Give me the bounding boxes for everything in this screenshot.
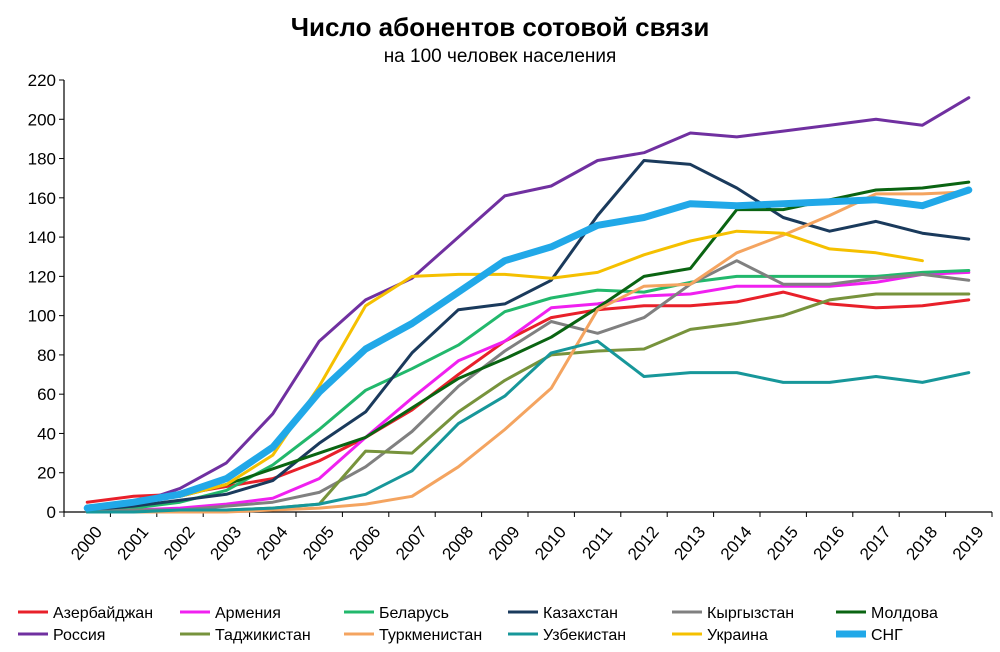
series-line bbox=[85, 96, 971, 510]
legend-label: Азербайджан bbox=[53, 605, 153, 622]
legend-item: СНГ bbox=[836, 627, 903, 644]
legend-item: Кыргызстан bbox=[672, 605, 794, 622]
x-tick-label: 2017 bbox=[856, 523, 895, 564]
x-tick-label: 2007 bbox=[392, 523, 431, 564]
x-tick-label: 2010 bbox=[531, 523, 570, 564]
x-tick-label: 2014 bbox=[717, 523, 756, 564]
legend-item: Казахстан bbox=[508, 605, 618, 622]
legend-item: Азербайджан bbox=[18, 605, 153, 622]
x-tick-label: 2018 bbox=[902, 523, 941, 564]
legend-label: Армения bbox=[215, 605, 281, 622]
series-line bbox=[85, 270, 971, 512]
x-tick-label: 2004 bbox=[253, 523, 292, 564]
legend-label: Таджикистан bbox=[215, 627, 311, 644]
y-tick-label: 180 bbox=[28, 150, 56, 169]
y-tick-label: 160 bbox=[28, 189, 56, 208]
legend-item: Россия bbox=[18, 627, 105, 644]
y-tick-label: 120 bbox=[28, 267, 56, 286]
y-tick-label: 20 bbox=[37, 464, 56, 483]
legend-label: Молдова bbox=[871, 605, 938, 622]
legend-label: Беларусь bbox=[379, 605, 449, 622]
series-lines bbox=[83, 96, 973, 514]
x-tick-label: 2009 bbox=[485, 523, 524, 564]
chart-subtitle: на 100 человек населения bbox=[384, 46, 617, 67]
series-line bbox=[85, 259, 971, 514]
legend-item: Туркменистан bbox=[344, 627, 482, 644]
legend-item: Таджикистан bbox=[180, 627, 311, 644]
legend-label: Россия bbox=[53, 627, 105, 644]
y-tick-label: 0 bbox=[47, 503, 56, 522]
legend-item: Узбекистан bbox=[508, 627, 626, 644]
legend-label: Кыргызстан bbox=[707, 605, 794, 622]
series-line bbox=[85, 190, 971, 514]
y-tick-label: 140 bbox=[28, 228, 56, 247]
legend-item: Беларусь bbox=[344, 605, 449, 622]
y-tick-label: 200 bbox=[28, 110, 56, 129]
legend-label: Казахстан bbox=[543, 605, 618, 622]
series-line bbox=[85, 269, 971, 512]
legend-label: Узбекистан bbox=[543, 627, 626, 644]
y-tick-label: 100 bbox=[28, 307, 56, 326]
x-tick-label: 2000 bbox=[67, 523, 106, 564]
legend-item: Молдова bbox=[836, 605, 938, 622]
x-tick-label: 2006 bbox=[346, 523, 385, 564]
y-tick-label: 220 bbox=[28, 71, 56, 90]
series-line bbox=[85, 339, 971, 514]
x-tick-label: 2012 bbox=[624, 523, 663, 564]
y-tick-label: 80 bbox=[37, 346, 56, 365]
y-tick-label: 60 bbox=[37, 385, 56, 404]
legend-label: Украина bbox=[707, 627, 768, 644]
series-line bbox=[85, 159, 971, 512]
x-tick-label: 2001 bbox=[114, 523, 153, 564]
x-tick-label: 2008 bbox=[438, 523, 477, 564]
x-tick-label: 2016 bbox=[810, 523, 849, 564]
x-tick-label: 2002 bbox=[160, 523, 199, 564]
legend: Азербайджан Армения Беларусь Казахстан Кыргы… bbox=[18, 605, 938, 644]
chart-title: Число абонентов сотовой связи bbox=[291, 12, 710, 42]
x-tick-label: 2015 bbox=[763, 523, 802, 564]
legend-item: Украина bbox=[672, 627, 768, 644]
x-tick-label: 2003 bbox=[206, 523, 245, 564]
x-tick-label: 2019 bbox=[949, 523, 988, 564]
legend-item: Армения bbox=[180, 605, 281, 622]
series-line bbox=[85, 229, 924, 510]
legend-label: СНГ bbox=[871, 627, 903, 644]
series-line bbox=[83, 186, 973, 512]
x-tick-label: 2005 bbox=[299, 523, 338, 564]
x-tick-label: 2011 bbox=[578, 523, 616, 563]
x-tick-label: 2013 bbox=[670, 523, 709, 564]
y-tick-label: 40 bbox=[37, 424, 56, 443]
legend-label: Туркменистан bbox=[379, 627, 482, 644]
